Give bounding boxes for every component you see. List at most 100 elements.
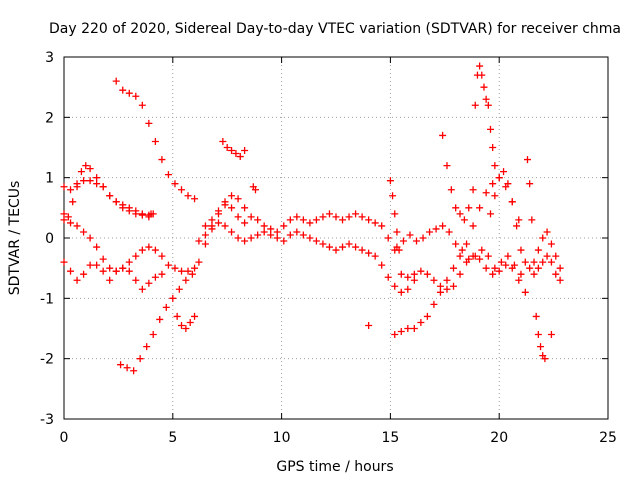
data-point xyxy=(143,343,151,351)
data-point xyxy=(469,222,477,230)
data-point xyxy=(486,125,494,133)
data-point xyxy=(151,246,159,254)
data-point xyxy=(543,228,551,236)
data-point xyxy=(280,222,288,230)
data-point xyxy=(138,211,146,219)
data-point xyxy=(299,231,307,239)
data-point xyxy=(125,89,133,97)
data-point xyxy=(404,325,412,332)
data-point xyxy=(371,219,379,227)
data-point xyxy=(552,252,560,260)
data-point xyxy=(280,237,288,245)
data-point xyxy=(471,101,479,109)
series-arc-s xyxy=(523,156,549,363)
data-point xyxy=(504,180,512,188)
data-point xyxy=(419,234,427,242)
data-point xyxy=(182,325,190,332)
data-point xyxy=(491,192,499,200)
data-point xyxy=(491,264,499,272)
data-point xyxy=(234,234,242,242)
data-point xyxy=(352,243,360,251)
data-point xyxy=(130,367,138,375)
data-point xyxy=(358,213,366,221)
data-point xyxy=(426,228,434,236)
data-points xyxy=(60,62,564,375)
series-arc-h xyxy=(201,192,399,254)
series-isolated xyxy=(365,321,555,339)
data-point xyxy=(299,216,307,224)
data-point xyxy=(504,252,512,260)
data-point xyxy=(526,264,534,272)
data-point xyxy=(221,198,229,206)
data-point xyxy=(325,243,333,251)
data-point xyxy=(99,183,107,191)
data-point xyxy=(241,147,249,155)
data-point xyxy=(452,240,460,248)
data-point xyxy=(267,231,275,239)
axis-ticks: 0 5 10 15 20 25 -3 -2 -1 0 1 2 3 xyxy=(40,50,617,446)
series-arc-l xyxy=(386,177,403,254)
data-point xyxy=(460,216,468,224)
x-tick-label: 5 xyxy=(168,430,177,446)
data-point xyxy=(236,153,244,161)
data-point xyxy=(228,147,236,155)
data-point xyxy=(201,222,209,230)
series-arc-r xyxy=(486,168,564,272)
data-point xyxy=(521,258,529,266)
grid xyxy=(64,57,608,419)
x-tick-label: 0 xyxy=(60,430,69,446)
data-point xyxy=(447,186,455,194)
data-point xyxy=(517,246,525,254)
data-point xyxy=(106,276,114,284)
data-point xyxy=(228,228,236,236)
data-point xyxy=(393,228,401,236)
data-point xyxy=(164,261,172,269)
x-axis-label: GPS time / hours xyxy=(276,459,393,475)
data-point xyxy=(399,237,407,245)
data-point xyxy=(293,228,301,236)
data-point xyxy=(112,77,120,85)
data-point xyxy=(537,343,545,351)
data-point xyxy=(132,276,140,284)
data-point xyxy=(484,101,492,109)
data-point xyxy=(191,312,199,320)
data-point xyxy=(80,177,88,185)
data-point xyxy=(450,264,458,272)
data-point xyxy=(60,216,68,224)
data-point xyxy=(443,285,451,293)
data-point xyxy=(241,204,249,212)
data-point xyxy=(391,331,399,339)
data-point xyxy=(151,273,159,281)
data-point xyxy=(306,234,314,242)
data-point xyxy=(112,267,120,275)
data-point xyxy=(286,216,294,224)
data-point xyxy=(60,183,68,191)
data-point xyxy=(552,270,560,278)
data-point xyxy=(149,331,157,339)
data-point xyxy=(345,240,353,248)
data-point xyxy=(178,186,186,194)
y-axis-label: SDTVAR / TECUs xyxy=(7,181,23,296)
series-arc-i xyxy=(195,219,418,296)
data-point xyxy=(502,261,510,269)
data-point xyxy=(378,261,386,269)
data-point xyxy=(526,180,534,188)
data-point xyxy=(456,210,464,218)
data-point xyxy=(106,192,114,200)
data-point xyxy=(476,204,484,212)
data-point xyxy=(182,276,190,284)
data-point xyxy=(556,276,564,284)
data-point xyxy=(82,162,90,170)
data-point xyxy=(247,213,255,221)
data-point xyxy=(138,246,146,254)
data-point xyxy=(145,279,153,287)
data-point xyxy=(125,258,133,266)
data-point xyxy=(339,243,347,251)
data-point xyxy=(223,144,231,151)
data-point xyxy=(482,189,490,197)
data-point xyxy=(397,270,405,278)
data-point xyxy=(241,237,249,245)
data-point xyxy=(125,207,133,215)
data-point xyxy=(162,303,170,311)
